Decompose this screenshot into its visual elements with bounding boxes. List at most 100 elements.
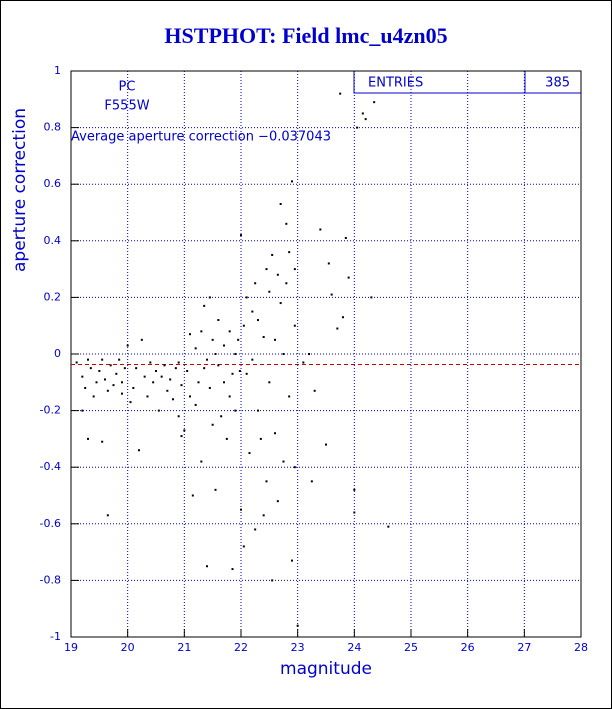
x-tick-label: 22 <box>234 641 248 654</box>
point <box>245 296 248 299</box>
point <box>112 384 115 387</box>
point <box>197 381 200 384</box>
y-tick-label: -0.8 <box>40 573 61 586</box>
point <box>254 528 257 531</box>
point <box>163 364 166 367</box>
point <box>285 282 288 285</box>
point <box>101 440 104 443</box>
x-tick-label: 19 <box>64 641 78 654</box>
point <box>387 525 390 528</box>
point <box>364 118 367 121</box>
point <box>242 324 245 327</box>
point <box>327 262 330 265</box>
point <box>208 386 211 389</box>
plot-frame <box>70 70 582 638</box>
x-tick-label: 25 <box>404 641 418 654</box>
point <box>157 409 160 412</box>
point <box>254 282 257 285</box>
point <box>177 415 180 418</box>
x-axis-label: magnitude <box>280 659 372 679</box>
point <box>361 112 364 115</box>
point <box>200 460 203 463</box>
point <box>189 333 191 336</box>
point <box>336 327 339 330</box>
point <box>296 624 299 627</box>
point <box>282 353 285 355</box>
filter-label: F555W <box>104 99 149 114</box>
point <box>123 367 126 370</box>
point <box>214 488 217 491</box>
y-tick-label: 0 <box>54 347 61 360</box>
point <box>174 367 177 370</box>
point <box>313 389 316 392</box>
point <box>166 389 169 392</box>
point <box>101 358 104 361</box>
point <box>262 514 265 517</box>
point <box>200 330 203 333</box>
stats-value: 385 <box>545 76 570 91</box>
point <box>274 432 276 435</box>
point <box>146 395 149 398</box>
x-tick-label: 28 <box>574 641 588 654</box>
point <box>87 437 89 440</box>
point <box>353 511 356 514</box>
point <box>240 508 242 511</box>
point <box>353 488 356 491</box>
point <box>172 398 174 401</box>
point <box>126 344 129 347</box>
point <box>87 358 89 361</box>
point <box>259 437 262 440</box>
point <box>177 361 180 364</box>
point <box>257 409 259 412</box>
point <box>265 480 268 483</box>
x-tick-label: 20 <box>121 641 135 654</box>
point <box>228 395 231 398</box>
average-label: Average aperture correction −0.037043 <box>71 130 331 145</box>
point <box>89 367 92 370</box>
point <box>225 437 228 440</box>
point <box>242 545 245 548</box>
point <box>319 228 322 231</box>
point <box>279 203 282 206</box>
point <box>160 375 163 378</box>
point <box>223 344 225 347</box>
point <box>115 372 118 375</box>
detector-label: PC <box>119 80 136 95</box>
y-tick-label: 0.4 <box>44 234 62 247</box>
point <box>106 389 109 392</box>
point <box>135 367 138 370</box>
point <box>129 401 132 404</box>
point <box>194 403 197 406</box>
point <box>180 384 183 387</box>
x-tick-label: 26 <box>461 641 475 654</box>
point <box>293 466 296 469</box>
point <box>217 319 220 322</box>
point <box>251 310 254 313</box>
point <box>293 324 296 327</box>
point <box>262 336 265 339</box>
point <box>211 423 214 426</box>
point <box>231 372 234 375</box>
point <box>268 290 271 293</box>
point <box>140 338 143 341</box>
point <box>274 338 276 341</box>
point <box>180 435 183 438</box>
point <box>347 276 350 279</box>
x-tick-label: 23 <box>291 641 305 654</box>
y-tick-label: -0.4 <box>40 460 61 473</box>
point <box>339 92 342 95</box>
point <box>342 316 344 319</box>
point <box>282 460 285 463</box>
y-tick-label: 0.2 <box>44 290 62 303</box>
point <box>310 480 313 483</box>
point <box>291 180 293 183</box>
point <box>228 330 231 333</box>
y-axis-label: aperture correction <box>10 108 30 272</box>
point <box>240 234 242 237</box>
point <box>237 338 240 341</box>
point <box>231 568 234 571</box>
stats-label: ENTRIES <box>368 76 423 91</box>
point <box>370 296 373 299</box>
point <box>223 381 225 384</box>
